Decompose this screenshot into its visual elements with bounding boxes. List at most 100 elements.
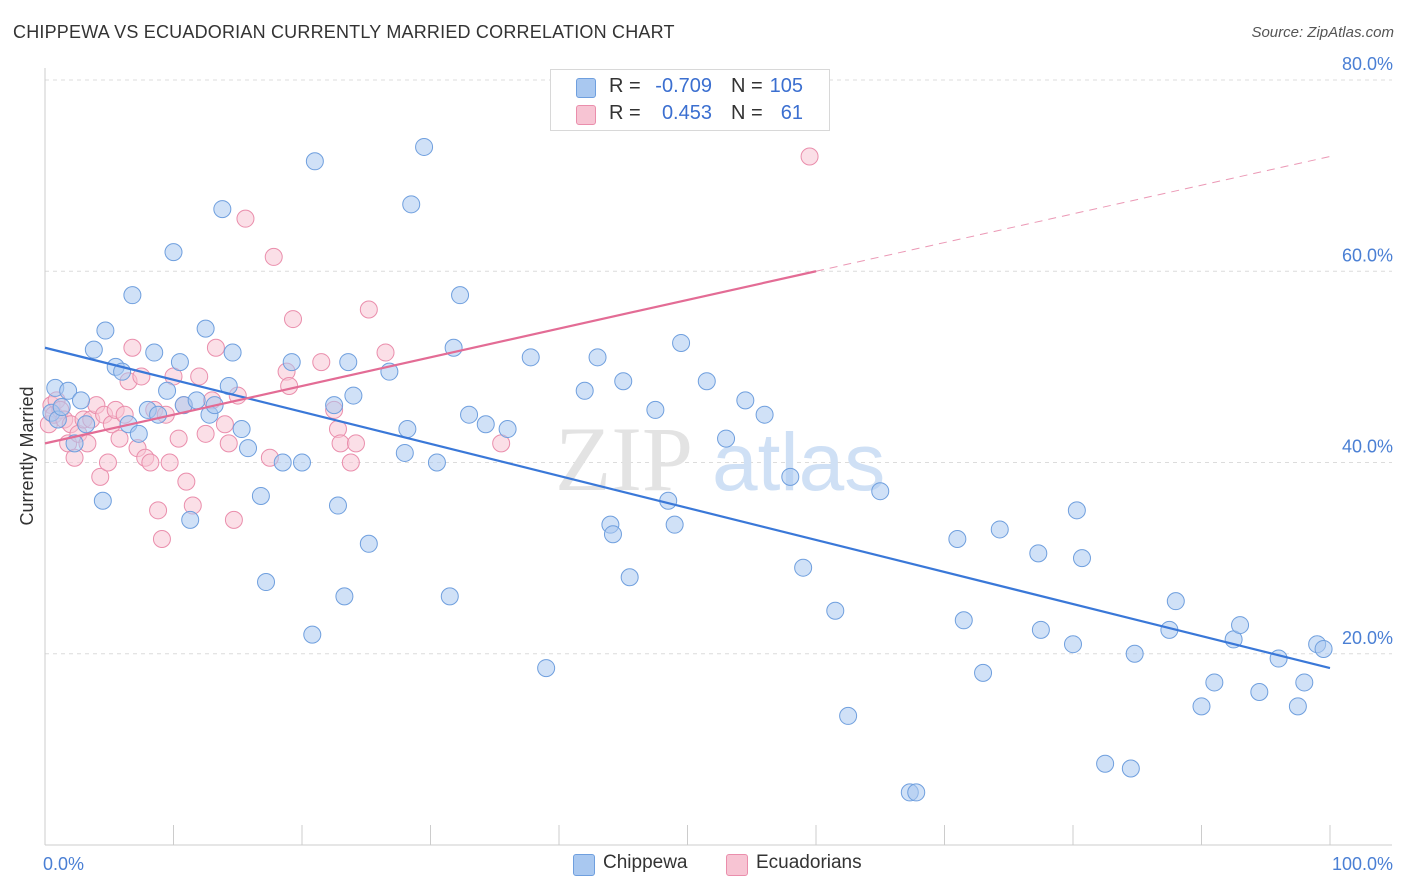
chippewa-point bbox=[303, 625, 322, 644]
chippewa-point bbox=[537, 659, 556, 678]
ecuadorians-point bbox=[160, 453, 179, 472]
chippewa-point bbox=[1121, 759, 1140, 778]
chippewa-point bbox=[1314, 639, 1333, 658]
chippewa-point bbox=[871, 482, 890, 501]
y-tick-label: 80.0% bbox=[1342, 54, 1393, 74]
watermark-atlas: atlas bbox=[712, 417, 885, 508]
chippewa-point bbox=[170, 353, 189, 372]
ecuadorians-point bbox=[169, 429, 188, 448]
n-value: 61 bbox=[780, 102, 803, 124]
legend-row-ecuadorians: R = 0.453 N = 61 bbox=[551, 101, 829, 127]
chippewa-point bbox=[52, 398, 71, 417]
chippewa-point bbox=[826, 601, 845, 620]
chippewa-point bbox=[460, 405, 479, 424]
chippewa-point bbox=[223, 343, 242, 362]
ecuadorians-swatch bbox=[726, 854, 748, 876]
y-axis-title: Currently Married bbox=[17, 386, 37, 525]
ecuadorians-point bbox=[312, 353, 331, 372]
chippewa-point bbox=[305, 152, 324, 171]
ecuadorians-point bbox=[284, 310, 303, 329]
ecuadorians-point bbox=[264, 247, 283, 266]
ecuadorians-point bbox=[149, 501, 168, 520]
n-label: N = bbox=[731, 75, 763, 97]
chippewa-point bbox=[344, 386, 363, 405]
ecuadorians-point bbox=[215, 415, 234, 434]
chippewa-point bbox=[65, 434, 84, 453]
legend-row-chippewa: R = -0.709 N = 105 bbox=[551, 74, 829, 100]
chippewa-point bbox=[1072, 549, 1091, 568]
chippewa-point bbox=[257, 573, 276, 592]
chippewa-point bbox=[1205, 673, 1224, 692]
legend-label: Ecuadorians bbox=[756, 852, 862, 873]
chippewa-point bbox=[1029, 544, 1048, 563]
legend-label: Chippewa bbox=[603, 852, 688, 873]
axes bbox=[44, 68, 1392, 846]
chippewa-trend-line bbox=[44, 346, 1331, 670]
chippewa-point bbox=[96, 321, 115, 340]
chippewa-point bbox=[181, 510, 200, 529]
chippewa-point bbox=[158, 381, 177, 400]
chippewa-point bbox=[93, 491, 112, 510]
ecuadorians-point bbox=[91, 467, 110, 486]
chippewa-point bbox=[907, 783, 926, 802]
chippewa-point bbox=[164, 243, 183, 262]
chippewa-point bbox=[521, 348, 540, 367]
source-credit: Source: ZipAtlas.com bbox=[1251, 24, 1394, 41]
chippewa-point bbox=[1250, 683, 1269, 701]
chippewa-point bbox=[239, 439, 258, 458]
chippewa-point bbox=[1269, 649, 1288, 668]
ecuadorians-point bbox=[280, 377, 299, 395]
ecuadorians-point bbox=[800, 147, 819, 166]
chippewa-point bbox=[402, 195, 421, 214]
ecuadorians-point bbox=[341, 453, 360, 472]
ecuadorians-point bbox=[224, 510, 243, 529]
chippewa-point bbox=[717, 429, 736, 448]
chippewa-point bbox=[1031, 620, 1050, 639]
y-tick-label: 20.0% bbox=[1342, 628, 1393, 648]
chippewa-point bbox=[588, 348, 607, 367]
chippewa-point bbox=[1295, 673, 1314, 692]
chippewa-point bbox=[451, 286, 470, 305]
ecuadorians-point bbox=[152, 530, 171, 548]
chippewa-point bbox=[213, 200, 232, 219]
ecuadorians-trend-line bbox=[44, 270, 817, 445]
chippewa-point bbox=[646, 400, 665, 419]
chippewa-point bbox=[1192, 697, 1211, 716]
chippewa-point bbox=[603, 525, 622, 544]
chippewa-point bbox=[325, 396, 344, 415]
chippewa-point bbox=[395, 443, 414, 462]
r-label: R = bbox=[609, 102, 641, 124]
chippewa-point bbox=[1064, 635, 1082, 654]
ecuadorians-point bbox=[331, 434, 350, 453]
chippewa-point bbox=[59, 381, 78, 400]
chart-title: CHIPPEWA VS ECUADORIAN CURRENTLY MARRIED… bbox=[13, 22, 675, 42]
chippewa-point bbox=[498, 420, 517, 439]
x-tick-label: 100.0% bbox=[1332, 854, 1393, 874]
chippewa-point bbox=[1166, 592, 1185, 611]
chippewa-point bbox=[398, 420, 417, 439]
ecuadorians-point bbox=[190, 367, 209, 386]
chippewa-point bbox=[359, 534, 378, 553]
chippewa-point bbox=[575, 381, 594, 400]
ecuadorians-point bbox=[110, 429, 129, 448]
ecuadorians-point bbox=[123, 338, 142, 357]
chippewa-point bbox=[697, 372, 716, 391]
chippewa-point bbox=[1125, 644, 1144, 663]
chippewa-point bbox=[328, 496, 347, 515]
chippewa-point bbox=[620, 568, 639, 587]
chippewa-point bbox=[1231, 616, 1250, 635]
trend-lines bbox=[44, 156, 1331, 670]
n-label: N = bbox=[731, 102, 763, 124]
chippewa-point bbox=[251, 486, 270, 505]
ecuadorians-point bbox=[359, 300, 378, 319]
ecuadorians-point bbox=[219, 434, 238, 453]
chippewa-point bbox=[755, 405, 774, 424]
watermark: ZIP atlas bbox=[555, 408, 885, 510]
chippewa-point bbox=[839, 706, 858, 725]
y-tick-label: 60.0% bbox=[1342, 245, 1393, 265]
ecuadorians-swatch bbox=[576, 105, 596, 125]
chippewa-point bbox=[129, 424, 148, 443]
chippewa-point bbox=[614, 372, 633, 391]
chippewa-point bbox=[427, 453, 446, 472]
chippewa-point bbox=[1096, 754, 1115, 773]
